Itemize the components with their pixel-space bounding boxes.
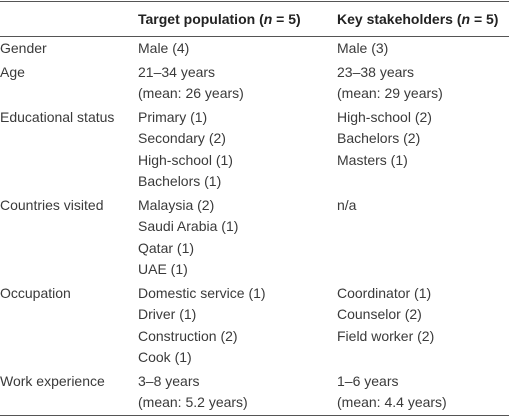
cell-line: Counselor (2) [337, 306, 422, 322]
cell-line: Domestic service (1) [138, 284, 266, 301]
cell-line: UAE (1) [138, 261, 188, 277]
cell-line: Malaysia (2) [138, 196, 215, 213]
column-header: Target population (n = 5) [138, 1, 337, 37]
table-row: Occupation Domestic service (1) Driver (1)… [0, 282, 509, 370]
table-row: Work experience 3–8 years (mean: 5.2 years… [0, 369, 509, 416]
cell-line: Cook (1) [138, 349, 192, 365]
cell-line: Primary (1) [138, 108, 208, 125]
cell-line: (mean: 26 years) [138, 85, 244, 101]
table-row: Age 21–34 years (mean: 26 years) 23–38 year… [0, 61, 509, 106]
data-cell: Malaysia (2) Saudi Arabia (1) Qatar (1) UAE… [138, 194, 337, 282]
cell-line: 1–6 years [337, 372, 399, 389]
row-label: Educational status [0, 108, 115, 125]
cell-line: n/a [337, 196, 357, 213]
table-row: Educational status Primary (1) Secondary (… [0, 106, 509, 194]
column-header: Key stakeholders (n = 5) [337, 1, 509, 37]
data-cell: High-school (2) Bachelors (2) Masters (1) [337, 106, 509, 194]
header-row: Target population (n = 5) Key stakeholder… [0, 1, 509, 37]
header-text: = 5) [272, 11, 301, 27]
data-cell: Domestic service (1) Driver (1) Constructi… [138, 282, 337, 370]
row-label: Work experience [0, 372, 105, 389]
cell-line: 3–8 years [138, 372, 200, 389]
cell-line: Qatar (1) [138, 239, 195, 256]
cell-line: Construction (2) [138, 327, 238, 344]
row-label-cell: Work experience [0, 369, 138, 416]
cell-line: Coordinator (1) [337, 284, 432, 301]
data-cell: 1–6 years (mean: 4.4 years) [337, 369, 509, 416]
data-cell: Coordinator (1) Counselor (2) Field worker… [337, 282, 509, 370]
cell-line: Field worker (2) [337, 327, 435, 344]
cell-line: (mean: 29 years) [337, 85, 443, 101]
cell-line: High-school (2) [337, 108, 432, 125]
data-cell: Primary (1) Secondary (2) High-school (1) B… [138, 106, 337, 194]
data-cell: 3–8 years (mean: 5.2 years) [138, 369, 337, 416]
table-row: Gender Male (4) Male (3) [0, 37, 509, 61]
data-cell: 23–38 years (mean: 29 years) [337, 61, 509, 106]
cell-line: Bachelors (2) [337, 130, 421, 146]
cell-line: (mean: 4.4 years) [337, 394, 447, 410]
cell-line: 23–38 years [337, 63, 415, 80]
header-text: Key stakeholders ( [337, 11, 462, 27]
header-text: Target population ( [138, 11, 264, 27]
table-body: Gender Male (4) Male (3) Age 21–34 years (mea… [0, 37, 509, 416]
cell-line: 21–34 years [138, 63, 216, 80]
header-text: = 5) [470, 11, 499, 27]
cell-line: Driver (1) [138, 306, 197, 322]
data-cell: 21–34 years (mean: 26 years) [138, 61, 337, 106]
header-text: n [263, 11, 273, 27]
data-cell: Male (3) [337, 37, 509, 61]
cell-line: Masters (1) [337, 151, 408, 168]
cell-line: (mean: 5.2 years) [138, 394, 248, 410]
header-blank [0, 1, 138, 37]
row-label: Occupation [0, 284, 71, 301]
row-label: Age [0, 63, 25, 80]
cell-line: Secondary (2) [138, 130, 226, 146]
cell-line: Saudi Arabia (1) [138, 218, 239, 234]
row-label-cell: Gender [0, 37, 138, 61]
cell-line: High-school (1) [138, 151, 233, 168]
cell-line: Male (3) [337, 40, 389, 56]
data-cell: n/a [337, 194, 509, 282]
row-label-cell: Countries visited [0, 194, 138, 282]
data-cell: Male (4) [138, 37, 337, 61]
row-label: Gender [0, 40, 47, 56]
row-label-cell: Educational status [0, 106, 138, 194]
table-row: Countries visited Malaysia (2) Saudi Arabi… [0, 194, 509, 282]
table-header: Target population (n = 5) Key stakeholder… [0, 1, 509, 37]
header-text: n [461, 11, 471, 27]
row-label: Countries visited [0, 196, 104, 213]
cell-line: Bachelors (1) [138, 173, 222, 189]
cell-line: Male (4) [138, 40, 190, 56]
row-label-cell: Occupation [0, 282, 138, 370]
row-label-cell: Age [0, 61, 138, 106]
